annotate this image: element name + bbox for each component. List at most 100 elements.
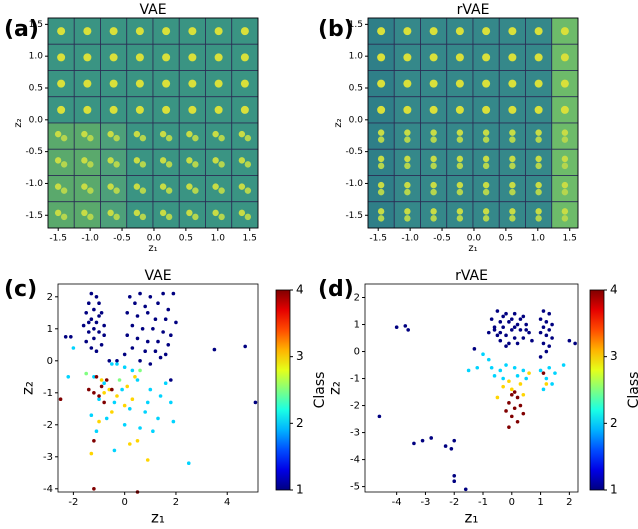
blob (192, 161, 199, 168)
point (104, 378, 109, 382)
blob (57, 79, 66, 88)
image-tile (178, 201, 206, 229)
point (140, 327, 145, 331)
blob (240, 53, 249, 62)
panel-title: rVAE (455, 268, 488, 284)
point (63, 335, 68, 339)
point (524, 376, 528, 381)
point (110, 410, 114, 414)
blob (508, 105, 517, 114)
point (99, 343, 104, 347)
blob (54, 183, 62, 190)
blob (54, 157, 62, 164)
image-tile (126, 175, 154, 203)
image-tile (498, 175, 526, 203)
x-tick-label: 0.0 (147, 234, 162, 244)
y-axis-label: z₂ (326, 381, 344, 395)
blob (139, 187, 147, 194)
image-tile (367, 175, 395, 203)
point (115, 394, 119, 398)
point (377, 414, 382, 419)
point (512, 406, 517, 411)
blob (244, 213, 252, 221)
point (544, 333, 549, 338)
blob (107, 130, 114, 138)
point (171, 291, 176, 296)
colorbar-tick-label: 2 (296, 416, 304, 430)
image-tile (47, 201, 75, 229)
image-tile (231, 148, 259, 176)
point (521, 392, 526, 397)
blob (212, 130, 219, 138)
point (115, 359, 119, 363)
y-tick-label: 0 (354, 347, 360, 358)
point (153, 317, 158, 322)
image-tile (100, 122, 128, 150)
image-tile (47, 122, 75, 150)
image-tile (551, 201, 579, 229)
blob (535, 162, 542, 170)
blob (159, 130, 167, 138)
image-tile (446, 122, 474, 150)
blob (403, 27, 412, 36)
image-tile (152, 175, 180, 203)
blob (535, 155, 542, 163)
point (94, 429, 99, 434)
blob (482, 53, 491, 62)
colorbar-tick-label: 1 (610, 483, 618, 497)
x-tick-label: -2 (449, 497, 459, 508)
point (481, 352, 485, 357)
x-tick-label: -0.5 (433, 234, 451, 244)
y-tick-label: 1 (47, 324, 53, 335)
image-tile (420, 175, 448, 203)
blob (186, 209, 193, 217)
point (127, 295, 132, 299)
blob (404, 136, 411, 143)
x-tick-label: -2 (68, 497, 78, 508)
point (153, 349, 158, 354)
point (130, 346, 135, 350)
point (102, 400, 106, 405)
blob (482, 129, 490, 136)
blob (561, 155, 569, 163)
point (547, 311, 552, 316)
point (86, 330, 91, 334)
point (117, 378, 122, 382)
point (174, 320, 178, 325)
blob (81, 130, 88, 138)
point (504, 409, 508, 413)
point (501, 314, 505, 319)
blob (83, 53, 92, 62)
point (161, 291, 165, 296)
point (94, 349, 99, 354)
point (156, 301, 160, 306)
blob (403, 79, 412, 88)
point (547, 365, 552, 370)
point (66, 375, 71, 379)
blob (509, 208, 516, 215)
point (84, 371, 89, 376)
point (86, 301, 91, 306)
image-tile (73, 122, 101, 150)
panel-title: VAE (144, 268, 171, 284)
y-axis-label: z₂ (13, 118, 24, 127)
point (512, 365, 517, 370)
blob (240, 27, 249, 36)
blob (165, 134, 173, 142)
image-tile (367, 201, 395, 229)
blob (188, 79, 197, 88)
point (135, 336, 140, 341)
point (530, 338, 534, 343)
point (145, 311, 150, 315)
panel-label: (a) (4, 17, 39, 42)
blob (135, 53, 144, 62)
blob (218, 134, 225, 142)
blob (508, 27, 517, 36)
point (550, 336, 554, 340)
point (133, 375, 137, 379)
blob (113, 213, 120, 221)
colorbar (589, 289, 605, 491)
blob (83, 79, 92, 88)
point (544, 320, 549, 324)
image-tile (420, 122, 448, 150)
